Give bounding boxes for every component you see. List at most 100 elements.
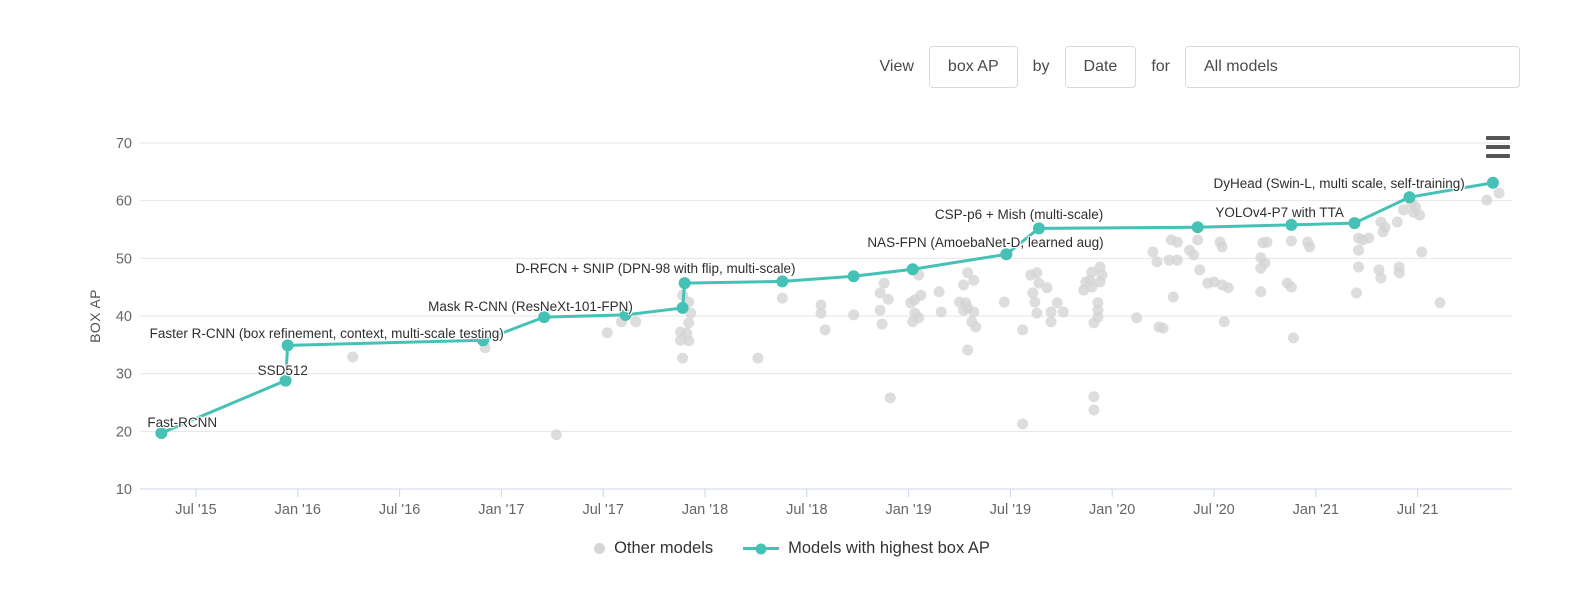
scatter-point-other-model[interactable] — [1255, 286, 1267, 298]
milestone-point[interactable] — [155, 427, 168, 440]
scatter-point-other-model[interactable] — [1287, 332, 1299, 344]
scatter-point-other-model[interactable] — [882, 293, 894, 305]
milestone-point[interactable] — [619, 308, 632, 321]
scatter-point-other-model[interactable] — [1167, 291, 1179, 303]
scatter-point-other-model[interactable] — [1017, 418, 1029, 430]
scatter-point-other-model[interactable] — [1031, 267, 1043, 279]
scatter-point-other-model[interactable] — [1029, 296, 1041, 308]
milestone-point[interactable] — [776, 275, 789, 288]
scatter-point-other-model[interactable] — [752, 352, 764, 364]
scatter-point-other-model[interactable] — [683, 317, 695, 329]
scatter-point-other-model[interactable] — [1147, 246, 1159, 258]
scatter-point-other-model[interactable] — [1416, 246, 1428, 258]
scatter-point-other-model[interactable] — [1434, 297, 1446, 309]
scatter-point-other-model[interactable] — [1353, 244, 1365, 256]
scatter-point-other-model[interactable] — [1188, 249, 1200, 261]
models-filter-select[interactable]: All models — [1185, 46, 1520, 88]
scatter-point-other-model[interactable] — [1304, 241, 1316, 253]
scatter-point-other-model[interactable] — [1086, 281, 1098, 293]
scatter-point-other-model[interactable] — [630, 316, 642, 328]
legend-item-highest-box-ap[interactable]: Models with highest box AP — [743, 539, 990, 558]
scatter-point-other-model[interactable] — [878, 277, 890, 289]
scatter-point-other-model[interactable] — [347, 351, 359, 363]
scatter-point-other-model[interactable] — [677, 352, 689, 364]
scatter-point-other-model[interactable] — [1353, 261, 1365, 273]
scatter-point-other-model[interactable] — [1192, 234, 1204, 246]
milestone-point[interactable] — [678, 277, 691, 290]
scatter-point-other-model[interactable] — [776, 292, 788, 304]
scatter-point-other-model[interactable] — [1045, 316, 1057, 328]
scatter-point-other-model[interactable] — [1045, 306, 1057, 318]
scatter-point-other-model[interactable] — [1151, 256, 1163, 268]
scatter-point-other-model[interactable] — [1363, 232, 1375, 244]
scatter-point-other-model[interactable] — [1285, 235, 1297, 247]
scatter-point-other-model[interactable] — [1397, 204, 1409, 216]
scatter-point-other-model[interactable] — [884, 392, 896, 404]
scatter-point-other-model[interactable] — [675, 334, 687, 346]
scatter-point-other-model[interactable] — [1027, 287, 1039, 299]
scatter-point-other-model[interactable] — [998, 296, 1010, 308]
scatter-point-other-model[interactable] — [874, 287, 886, 299]
milestone-point[interactable] — [1285, 218, 1298, 231]
milestone-point[interactable] — [281, 339, 294, 352]
scatter-point-other-model[interactable] — [1194, 264, 1206, 276]
milestone-point[interactable] — [1403, 191, 1416, 204]
scatter-point-other-model[interactable] — [1351, 287, 1363, 299]
milestone-point[interactable] — [1486, 176, 1499, 189]
metric-select[interactable]: box AP — [928, 46, 1018, 88]
scatter-point-other-model[interactable] — [1163, 254, 1175, 266]
scatter-point-other-model[interactable] — [1031, 307, 1043, 319]
scatter-point-other-model[interactable] — [968, 274, 980, 286]
scatter-point-other-model[interactable] — [1391, 216, 1403, 228]
scatter-point-other-model[interactable] — [1218, 316, 1230, 328]
milestone-point[interactable] — [847, 270, 860, 283]
scatter-point-other-model[interactable] — [815, 307, 827, 319]
scatter-point-other-model[interactable] — [1057, 306, 1069, 318]
scatter-point-other-model[interactable] — [815, 299, 827, 311]
scatter-point-other-model[interactable] — [1088, 317, 1100, 329]
scatter-point-other-model[interactable] — [1017, 324, 1029, 336]
scatter-point-other-model[interactable] — [550, 429, 562, 441]
scatter-point-other-model[interactable] — [1041, 282, 1053, 294]
milestone-point[interactable] — [906, 263, 919, 276]
scatter-point-other-model[interactable] — [962, 267, 974, 279]
scatter-point-other-model[interactable] — [968, 306, 980, 318]
scatter-point-other-model[interactable] — [683, 335, 695, 347]
milestone-point[interactable] — [279, 374, 292, 387]
milestone-point[interactable] — [1032, 222, 1045, 235]
group-by-select[interactable]: Date — [1064, 46, 1137, 88]
scatter-point-other-model[interactable] — [1222, 282, 1234, 294]
scatter-point-other-model[interactable] — [1377, 226, 1389, 238]
scatter-point-other-model[interactable] — [1033, 277, 1045, 289]
scatter-point-other-model[interactable] — [848, 309, 860, 321]
scatter-point-other-model[interactable] — [1216, 241, 1228, 253]
scatter-point-other-model[interactable] — [1171, 254, 1183, 266]
scatter-point-other-model[interactable] — [913, 312, 925, 324]
scatter-point-other-model[interactable] — [874, 304, 886, 316]
hamburger-menu-icon[interactable] — [1486, 136, 1512, 158]
scatter-point-other-model[interactable] — [1088, 391, 1100, 403]
scatter-point-other-model[interactable] — [876, 318, 888, 330]
milestone-point[interactable] — [1000, 248, 1013, 261]
scatter-point-other-model[interactable] — [935, 306, 947, 318]
scatter-point-other-model[interactable] — [1414, 209, 1426, 221]
scatter-point-other-model[interactable] — [1493, 187, 1505, 199]
scatter-point-other-model[interactable] — [1285, 281, 1297, 293]
scatter-point-other-model[interactable] — [1088, 404, 1100, 416]
scatter-point-other-model[interactable] — [1255, 262, 1267, 274]
milestone-point[interactable] — [676, 301, 689, 314]
scatter-point-other-model[interactable] — [601, 327, 613, 339]
scatter-point-other-model[interactable] — [1171, 236, 1183, 248]
scatter-point-other-model[interactable] — [1131, 312, 1143, 324]
scatter-point-other-model[interactable] — [1094, 276, 1106, 288]
scatter-point-other-model[interactable] — [915, 289, 927, 301]
milestone-point[interactable] — [1348, 217, 1361, 230]
scatter-point-other-model[interactable] — [1393, 267, 1405, 279]
scatter-point-other-model[interactable] — [1375, 272, 1387, 284]
scatter-point-other-model[interactable] — [819, 324, 831, 336]
scatter-point-other-model[interactable] — [1051, 297, 1063, 309]
milestone-point[interactable] — [477, 334, 490, 347]
scatter-point-other-model[interactable] — [970, 321, 982, 333]
milestone-point[interactable] — [538, 311, 551, 324]
scatter-point-other-model[interactable] — [933, 286, 945, 298]
